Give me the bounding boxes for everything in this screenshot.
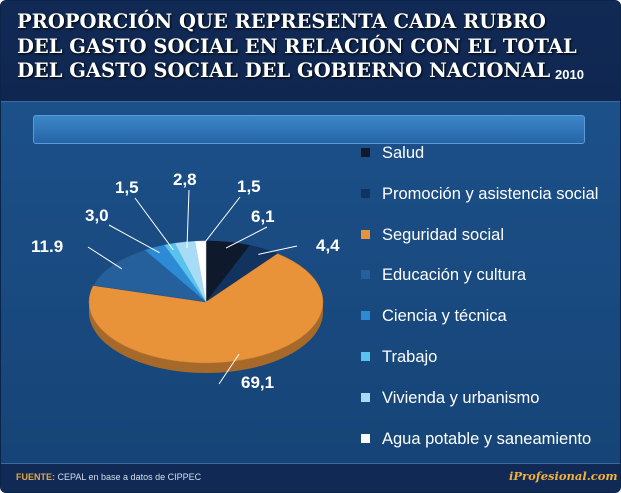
brand-logo: iProfesional.com — [509, 469, 618, 483]
chart-title: PROPORCIÓN QUE REPRESENTA CADA RUBRO DEL… — [17, 10, 577, 82]
source-note: FUENTE: CEPAL en base a datos de CIPPEC — [16, 472, 201, 482]
leader-line-vivienda-y-urbanismo — [186, 189, 190, 249]
legend-label-vivienda: Vivienda y urbanismo — [382, 388, 540, 407]
chart-year: 2010 — [555, 67, 584, 82]
header: PROPORCIÓN QUE REPRESENTA CADA RUBRO DEL… — [1, 1, 620, 102]
legend-label-ciencia: Ciencia y técnica — [382, 307, 507, 326]
legend-swatch-trabajo — [361, 352, 370, 361]
leader-line-educacion-y-cultura — [87, 246, 123, 270]
data-label-salud: 6,1 — [251, 207, 275, 226]
pie-slices — [88, 240, 324, 373]
source-prefix: FUENTE: — [16, 472, 55, 482]
legend-label-seguridad: Seguridad social — [382, 225, 504, 244]
footer: FUENTE: CEPAL en base a datos de CIPPEC … — [1, 463, 620, 492]
leader-line-ciencia-y-tecnica — [108, 224, 160, 254]
pie-slice-educacion-y-cultura — [92, 249, 207, 303]
pie-chart: 6,1 4,4 69,1 11.9 3,0 1,5 2,8 1,5 — [31, 170, 340, 392]
data-label-ciencia-y-tecnica: 3,0 — [85, 206, 109, 225]
pie-slice-seguridad-social — [88, 253, 324, 364]
leader-line-salud — [225, 226, 268, 249]
source-text: CEPAL en base a datos de CIPPEC — [57, 472, 202, 482]
header-banner — [33, 115, 585, 144]
data-label-seguridad-social: 69,1 — [241, 373, 274, 392]
pie-side-seguridad-social — [89, 302, 323, 373]
legend-swatch-agua — [361, 433, 370, 443]
legend-label-agua: Agua potable y saneamiento — [382, 429, 592, 448]
legend-label-salud: Salud — [382, 144, 425, 162]
legend-swatch-seguridad — [361, 229, 370, 239]
legend-swatch-promocion — [361, 188, 370, 198]
data-label-educacion-y-cultura: 11.9 — [31, 237, 63, 256]
data-labels: 6,1 4,4 69,1 11.9 3,0 1,5 2,8 1,5 — [31, 170, 340, 392]
leader-line-promocion-y-asistencia-social — [258, 245, 298, 255]
leader-lines — [87, 189, 298, 385]
legend-label-trabajo: Trabajo — [382, 348, 438, 366]
data-label-trabajo: 1,5 — [115, 178, 139, 197]
data-label-vivienda-y-urbanismo: 2,8 — [173, 170, 197, 189]
leader-line-seguridad-social — [218, 353, 240, 385]
data-label-agua-potable-y-saneamiento: 1,5 — [237, 177, 261, 196]
legend-swatch-ciencia — [361, 311, 370, 321]
legend-swatch-salud — [361, 148, 370, 157]
leader-line-agua-potable-y-saneamiento — [200, 196, 241, 248]
legend-label-promocion: Promoción y asistencia social — [382, 184, 599, 203]
legend-label-educacion: Educación y cultura — [382, 266, 526, 285]
data-label-promocion-y-asistencia-social: 4,4 — [316, 236, 340, 255]
leader-line-trabajo — [134, 197, 174, 251]
legend-swatch-vivienda — [361, 392, 370, 402]
legend-swatch-educacion — [361, 270, 370, 280]
